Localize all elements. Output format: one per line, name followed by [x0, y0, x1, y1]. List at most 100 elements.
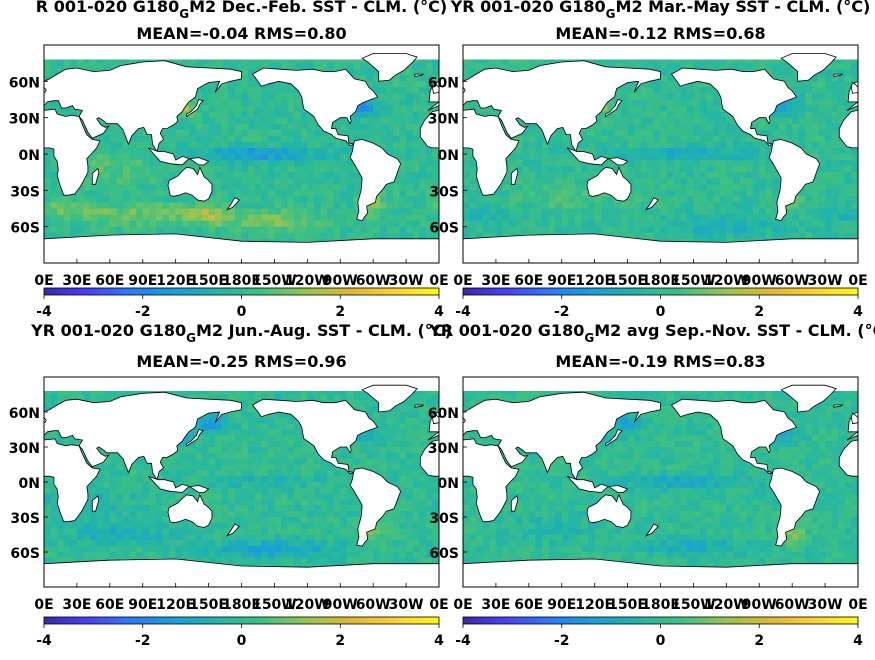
field-cell	[726, 178, 734, 185]
field-cell	[76, 196, 85, 204]
field-cell	[425, 154, 433, 161]
field-cell	[254, 166, 262, 173]
field-cell	[419, 220, 427, 228]
field-cell	[706, 147, 714, 155]
field-cell	[228, 190, 236, 197]
field-cell	[680, 93, 688, 101]
field-cell	[399, 99, 407, 107]
field-cell	[109, 63, 117, 70]
field-cell	[831, 69, 839, 76]
field-cell	[647, 196, 655, 204]
field-cell	[785, 99, 793, 107]
field-cell	[673, 160, 681, 167]
field-cell	[469, 69, 477, 76]
field-cell	[274, 172, 282, 179]
field-cell	[116, 154, 124, 161]
field-cell	[392, 178, 401, 185]
field-cell	[759, 160, 767, 167]
field-cell	[274, 226, 282, 234]
field-cell	[399, 190, 407, 197]
field-cell	[175, 196, 183, 204]
field-cell	[221, 196, 229, 204]
field-cell	[667, 75, 675, 82]
field-cell	[660, 111, 668, 119]
field-cell	[542, 220, 550, 228]
field-cell	[267, 93, 275, 101]
field-cell	[805, 99, 813, 107]
field-cell	[103, 147, 111, 155]
field-cell	[588, 135, 596, 143]
field-cell	[307, 184, 315, 191]
field-cell	[653, 57, 662, 64]
field-cell	[568, 226, 576, 234]
field-cell	[274, 196, 282, 204]
field-cell	[739, 57, 747, 64]
field-cell	[647, 154, 655, 161]
field-cell	[76, 190, 85, 197]
field-cell	[399, 81, 407, 88]
field-cell	[353, 202, 361, 210]
field-cell	[851, 166, 858, 173]
field-cell	[162, 202, 170, 210]
field-cell	[463, 184, 471, 191]
field-cell	[515, 190, 523, 197]
field-cell	[392, 412, 401, 419]
field-cell	[202, 154, 210, 161]
field-cell	[739, 232, 747, 240]
field-cell	[581, 178, 589, 185]
field-cell	[373, 81, 381, 88]
field-cell	[70, 202, 78, 210]
field-cell	[70, 196, 78, 204]
field-cell	[634, 196, 642, 204]
field-cell	[719, 220, 727, 228]
field-cell	[379, 417, 387, 425]
field-cell	[261, 429, 269, 436]
field-cell	[568, 220, 576, 228]
field-cell	[713, 99, 721, 107]
field-cell	[109, 220, 117, 228]
field-cell	[489, 196, 497, 204]
field-cell	[136, 160, 144, 167]
field-cell	[732, 202, 741, 210]
field-cell	[63, 196, 71, 204]
field-cell	[851, 160, 858, 167]
field-cell	[274, 129, 282, 137]
field-cell	[254, 196, 262, 204]
field-cell	[412, 202, 420, 210]
field-cell	[188, 117, 196, 125]
field-cell	[634, 166, 642, 173]
field-cell	[70, 214, 78, 222]
field-cell	[509, 214, 517, 222]
field-cell	[327, 154, 335, 161]
field-cell	[353, 57, 361, 64]
field-cell	[463, 178, 471, 185]
field-cell	[831, 214, 839, 222]
field-cell	[667, 232, 675, 240]
field-cell	[313, 226, 322, 234]
field-cell	[825, 63, 833, 70]
field-cell	[202, 105, 210, 113]
field-cell	[759, 220, 767, 228]
field-cell	[700, 135, 708, 143]
field-cell	[254, 208, 262, 216]
field-cell	[831, 220, 839, 228]
field-cell	[70, 111, 78, 119]
field-cell	[57, 214, 65, 222]
field-cell	[779, 135, 787, 143]
field-cell	[155, 196, 164, 204]
field-cell	[752, 63, 760, 70]
field-cell	[208, 394, 216, 401]
field-cell	[386, 423, 394, 431]
field-cell	[399, 417, 407, 425]
field-cell	[673, 111, 681, 119]
field-cell	[406, 123, 414, 131]
field-cell	[535, 160, 543, 167]
field-cell	[432, 69, 439, 76]
field-cell	[241, 184, 249, 191]
field-cell	[281, 105, 289, 113]
field-cell	[149, 214, 157, 222]
field-cell	[660, 166, 668, 173]
field-cell	[103, 208, 111, 216]
field-cell	[640, 232, 648, 240]
field-cell	[634, 202, 642, 210]
